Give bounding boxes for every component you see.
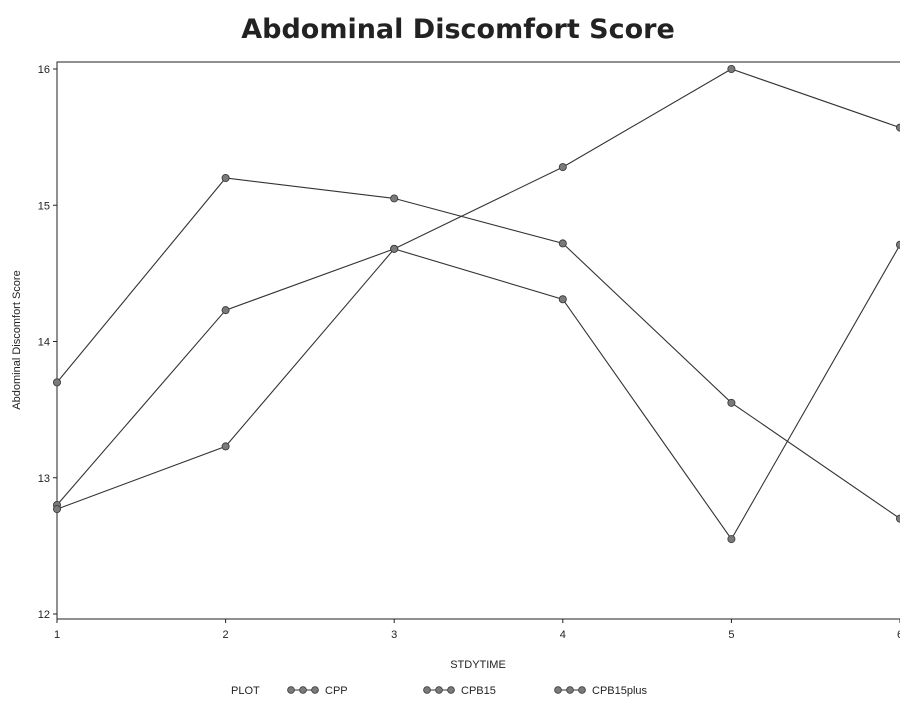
legend-marker: [311, 686, 319, 694]
data-point: [390, 244, 399, 253]
data-point: [727, 65, 736, 74]
legend-item: CPB15plus: [554, 685, 648, 697]
data-point: [53, 378, 62, 387]
legend-marker: [554, 686, 562, 694]
data-point: [390, 194, 399, 203]
legend-label: CPB15plus: [592, 685, 648, 697]
data-point: [727, 535, 736, 544]
legend-marker: [566, 686, 574, 694]
series-cpb15: [53, 65, 900, 509]
data-point: [221, 173, 230, 182]
x-axis: 1 2 3 4 5 6: [54, 619, 900, 641]
data-point: [896, 240, 900, 249]
legend-marker: [423, 686, 431, 694]
series-cpb15plus: [53, 240, 900, 544]
x-tick-label: 1: [54, 629, 60, 641]
x-tick-label: 3: [391, 629, 397, 641]
series-line: [56, 244, 900, 541]
y-tick-label: 14: [38, 337, 50, 349]
x-tick-label: 6: [897, 629, 900, 641]
series-line: [56, 177, 900, 520]
y-axis-label: Abdominal Discomfort Score: [11, 270, 23, 409]
data-point: [221, 442, 230, 451]
data-point: [558, 163, 567, 172]
series-layer: [53, 65, 900, 544]
data-point: [53, 505, 62, 514]
legend: PLOT CPP CPB15 CPB15plus: [231, 685, 648, 697]
data-point: [727, 398, 736, 407]
legend-item: CPB15: [423, 685, 496, 697]
legend-item: CPP: [287, 685, 348, 697]
y-tick-label: 15: [38, 200, 50, 212]
data-point: [558, 239, 567, 248]
x-tick-label: 5: [728, 629, 734, 641]
x-axis-label: STDYTIME: [450, 659, 506, 671]
legend-label: CPB15: [461, 685, 496, 697]
y-axis: 12 13 14 15 16: [38, 64, 57, 621]
x-tick-label: 2: [223, 629, 229, 641]
data-point: [558, 295, 567, 304]
series-cpp: [53, 173, 900, 523]
legend-label: CPP: [325, 685, 348, 697]
legend-marker: [447, 686, 455, 694]
legend-marker: [287, 686, 295, 694]
y-tick-label: 16: [38, 64, 50, 76]
series-line: [56, 68, 900, 506]
legend-marker: [578, 686, 586, 694]
data-point: [896, 123, 900, 132]
legend-title: PLOT: [231, 685, 260, 697]
data-point: [221, 306, 230, 315]
legend-marker: [435, 686, 443, 694]
data-point: [896, 514, 900, 523]
x-tick-label: 4: [560, 629, 566, 641]
chart-title: Abdominal Discomfort Score: [241, 14, 675, 45]
y-tick-label: 13: [38, 473, 50, 485]
y-tick-label: 12: [38, 609, 50, 621]
plot-frame: [56, 61, 900, 620]
legend-marker: [299, 686, 307, 694]
